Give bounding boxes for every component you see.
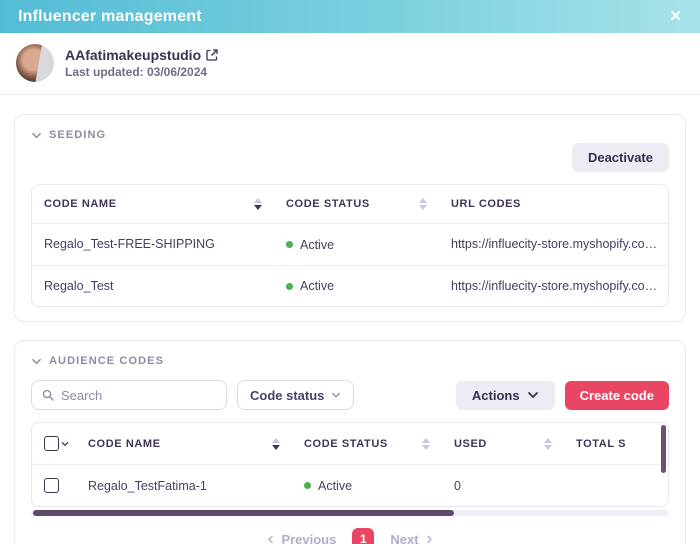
previous-page-button[interactable]: Previous xyxy=(266,532,336,544)
deactivate-button[interactable]: Deactivate xyxy=(571,143,669,172)
code-status-cell: Active xyxy=(274,264,439,306)
seeding-section-label: SEEDING xyxy=(49,129,107,141)
chevron-down-icon[interactable] xyxy=(31,130,42,141)
influencer-name: AAfatimakeupstudio xyxy=(65,47,202,63)
sort-icon[interactable] xyxy=(272,437,280,450)
search-input[interactable] xyxy=(61,387,216,403)
column-header-used[interactable]: USED xyxy=(442,423,564,464)
sort-icon[interactable] xyxy=(422,437,430,450)
code-name-cell: Regalo_Test xyxy=(32,264,274,306)
status-dot xyxy=(286,241,293,248)
column-header-code-name[interactable]: CODE NAME xyxy=(76,423,292,464)
url-code-cell[interactable]: https://influecity-store.myshopify.com/… xyxy=(439,264,668,306)
scrollbar-thumb[interactable] xyxy=(33,510,455,517)
modal-title: Influencer management xyxy=(18,7,202,25)
code-status-cell: Active xyxy=(292,464,442,507)
vertical-scrollbar[interactable] xyxy=(661,425,666,473)
chevron-down-icon[interactable] xyxy=(31,356,42,367)
table-row[interactable]: Regalo_Test Active https://influecity-st… xyxy=(32,264,668,306)
status-dot xyxy=(286,282,293,290)
next-page-button[interactable]: Next xyxy=(390,532,433,544)
search-box[interactable] xyxy=(31,380,227,410)
modal-body: SEEDING Deactivate CODE NAME xyxy=(0,95,700,544)
column-header-code-status[interactable]: CODE STATUS xyxy=(292,423,442,464)
external-link-icon[interactable] xyxy=(206,49,218,61)
seeding-section-header[interactable]: SEEDING xyxy=(31,129,669,141)
column-header-code-name[interactable]: CODE NAME xyxy=(32,185,274,224)
sort-icon[interactable] xyxy=(419,198,427,210)
avatar xyxy=(16,44,54,82)
audience-table-header-row: CODE NAME CODE STATUS xyxy=(32,423,668,464)
sort-icon[interactable] xyxy=(254,198,262,210)
audience-table: CODE NAME CODE STATUS xyxy=(31,422,669,508)
actions-button[interactable]: Actions xyxy=(455,380,555,410)
create-code-button[interactable]: Create code xyxy=(564,380,669,410)
pagination: Previous 1 Next xyxy=(31,528,669,544)
table-row[interactable]: Regalo_TestFatima-1 Active 0 xyxy=(32,464,668,507)
column-header-total[interactable]: TOTAL S xyxy=(576,437,627,450)
page-number-button[interactable]: 1 xyxy=(352,528,375,544)
status-dot xyxy=(304,482,311,490)
row-checkbox[interactable] xyxy=(44,478,59,494)
seeding-section: SEEDING Deactivate CODE NAME xyxy=(14,114,686,322)
audience-toolbar: Code status Actions Create code xyxy=(31,380,669,410)
horizontal-scrollbar[interactable] xyxy=(31,510,669,517)
code-name-cell: Regalo_Test-FREE-SHIPPING xyxy=(32,223,274,265)
chevron-down-icon[interactable] xyxy=(61,440,69,448)
select-all-checkbox[interactable] xyxy=(44,436,59,451)
column-header-url-codes[interactable]: URL CODES xyxy=(451,198,521,210)
seeding-table: CODE NAME CODE STATUS URL CODES xyxy=(31,184,669,307)
audience-section-label: AUDIENCE CODES xyxy=(49,355,165,367)
chevron-left-icon xyxy=(268,535,274,543)
used-cell: 0 xyxy=(442,464,564,507)
chevron-right-icon xyxy=(426,535,432,543)
select-all-cell xyxy=(32,423,76,464)
code-status-cell: Active xyxy=(274,223,439,265)
sort-icon[interactable] xyxy=(544,437,552,450)
chevron-down-icon xyxy=(331,390,341,400)
total-cell xyxy=(564,464,668,507)
seeding-table-header-row: CODE NAME CODE STATUS URL CODES xyxy=(32,185,668,224)
url-code-cell[interactable]: https://influecity-store.myshopify.com/… xyxy=(439,223,668,265)
code-status-filter[interactable]: Code status xyxy=(237,380,355,410)
audience-section-header[interactable]: AUDIENCE CODES xyxy=(31,355,669,367)
row-select-cell xyxy=(32,464,76,507)
search-icon xyxy=(42,389,54,401)
last-updated: Last updated: 03/06/2024 xyxy=(65,65,208,79)
close-icon[interactable]: ✕ xyxy=(669,8,682,25)
code-name-cell: Regalo_TestFatima-1 xyxy=(76,464,292,507)
modal-header: Influencer management ✕ xyxy=(0,0,700,33)
chevron-down-icon xyxy=(527,389,539,401)
audience-codes-section: AUDIENCE CODES Code status Actions xyxy=(14,340,686,544)
profile-bar: AAfatimakeupstudio Last updated: 03/06/2… xyxy=(0,33,700,95)
column-header-code-status[interactable]: CODE STATUS xyxy=(274,185,439,224)
table-row[interactable]: Regalo_Test-FREE-SHIPPING Active https:/… xyxy=(32,223,668,265)
